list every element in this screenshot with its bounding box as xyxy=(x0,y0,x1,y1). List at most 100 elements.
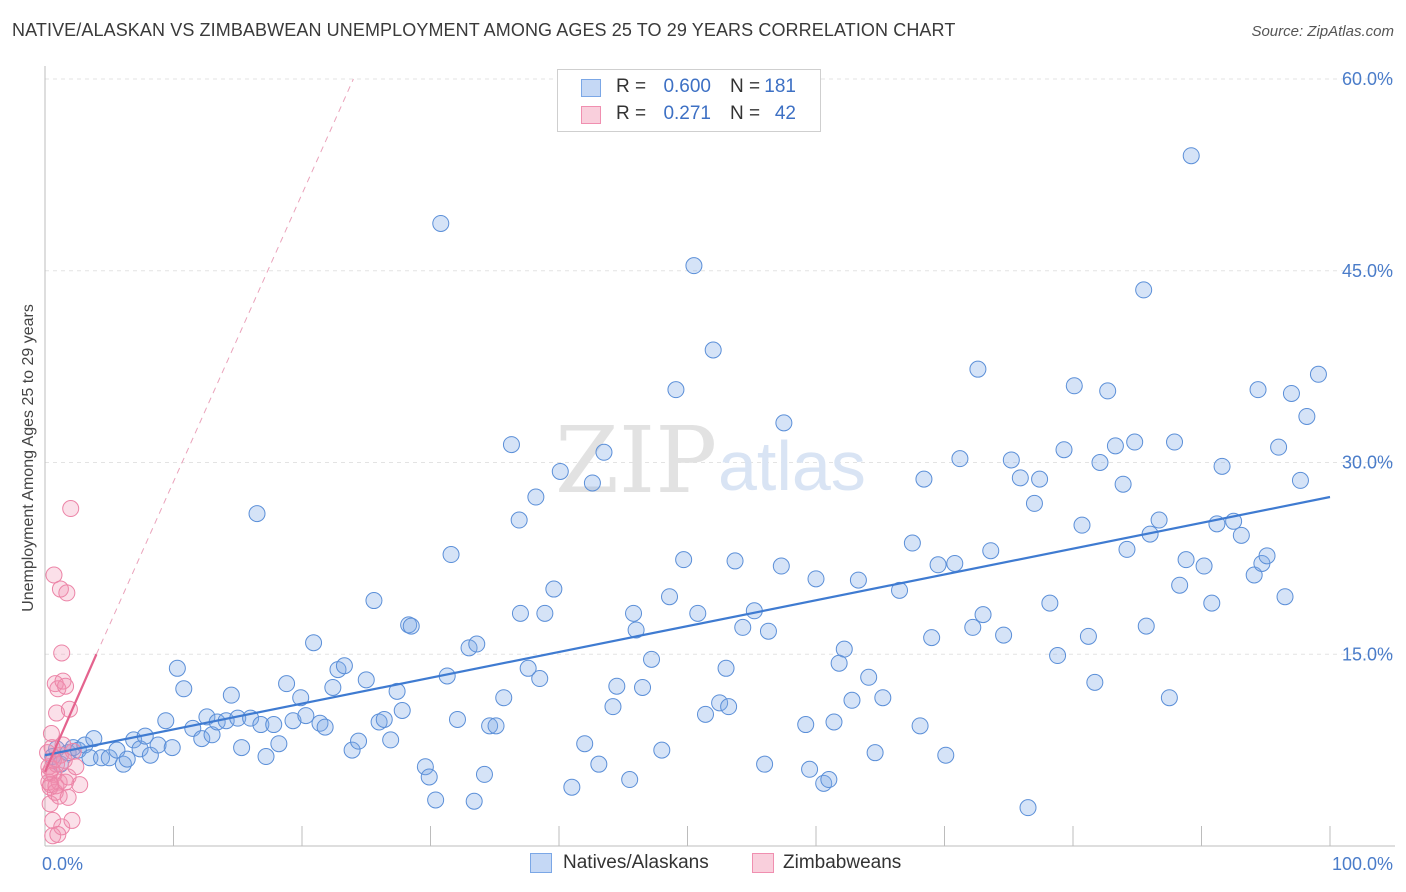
point-natives xyxy=(1011,469,1029,487)
point-zimbabweans xyxy=(71,776,89,794)
point-natives xyxy=(717,659,735,677)
point-natives xyxy=(772,557,790,575)
point-natives xyxy=(85,730,103,748)
point-natives xyxy=(726,552,744,570)
point-natives xyxy=(1099,382,1117,400)
point-natives xyxy=(460,639,478,657)
point-natives xyxy=(995,626,1013,644)
point-natives xyxy=(951,450,969,468)
point-natives xyxy=(519,659,537,677)
point-natives xyxy=(835,640,853,658)
point-natives xyxy=(734,618,752,636)
point-natives xyxy=(625,604,643,622)
legend-r-label: R = xyxy=(616,103,647,124)
point-natives xyxy=(284,712,302,730)
point-natives xyxy=(481,717,499,735)
y-tick-label: 60.0% xyxy=(1342,69,1393,89)
point-natives xyxy=(442,546,460,564)
point-natives xyxy=(801,760,819,778)
point-natives xyxy=(866,744,884,762)
point-natives xyxy=(1291,471,1309,489)
point-natives xyxy=(974,606,992,624)
legend-r-value-natives: 0.600 xyxy=(663,76,711,97)
point-natives xyxy=(982,542,1000,560)
point-natives xyxy=(252,716,270,734)
point-natives xyxy=(402,617,420,635)
legend-n-value-natives: 181 xyxy=(764,76,796,97)
point-natives xyxy=(168,659,186,677)
legend-n-label: N = xyxy=(730,103,761,124)
point-natives xyxy=(511,604,529,622)
point-natives xyxy=(502,436,520,454)
point-natives xyxy=(590,755,608,773)
point-zimbabweans xyxy=(57,677,75,695)
point-natives xyxy=(1182,147,1200,165)
point-natives xyxy=(233,739,251,757)
point-natives xyxy=(365,592,383,610)
axes xyxy=(44,66,1395,847)
point-natives xyxy=(427,791,445,809)
point-natives xyxy=(265,716,283,734)
point-zimbabweans xyxy=(57,773,75,791)
point-natives xyxy=(278,675,296,693)
point-natives xyxy=(257,748,275,766)
point-natives xyxy=(292,689,310,707)
point-natives xyxy=(203,726,221,744)
point-zimbabweans xyxy=(45,566,63,584)
point-natives xyxy=(937,746,955,764)
point-natives xyxy=(860,668,878,686)
point-natives xyxy=(1195,557,1213,575)
point-natives xyxy=(797,716,815,734)
point-natives xyxy=(1114,475,1132,493)
legend-n-value-zimbabweans: 42 xyxy=(774,103,796,124)
trend-line-zimbabweans-extended xyxy=(95,78,354,655)
point-natives xyxy=(222,686,240,704)
point-zimbabweans xyxy=(62,500,80,518)
point-natives xyxy=(689,604,707,622)
point-natives xyxy=(163,739,181,757)
point-zimbabweans xyxy=(53,644,71,662)
point-natives xyxy=(335,657,353,675)
point-natives xyxy=(510,511,528,529)
point-natives xyxy=(1213,457,1231,475)
point-natives xyxy=(1031,470,1049,488)
point-natives xyxy=(849,571,867,589)
point-natives xyxy=(720,698,738,716)
legend-label-zimbabweans: Zimbabweans xyxy=(783,852,902,873)
point-natives xyxy=(1150,511,1168,529)
watermark-atlas: atlas xyxy=(718,427,866,505)
x-tick-label: 0.0% xyxy=(42,854,83,874)
point-natives xyxy=(891,581,909,599)
point-natives xyxy=(1126,433,1144,451)
point-natives xyxy=(911,717,929,735)
point-natives xyxy=(1041,594,1059,612)
point-natives xyxy=(1118,540,1136,558)
point-natives xyxy=(475,765,493,783)
point-natives xyxy=(270,735,288,753)
point-natives xyxy=(685,257,703,275)
point-natives xyxy=(929,556,947,574)
legend-n-label: N = xyxy=(730,76,761,97)
point-natives xyxy=(297,707,315,725)
point-natives xyxy=(1171,576,1189,594)
point-natives xyxy=(1086,673,1104,691)
watermark: ZIP atlas xyxy=(555,407,866,514)
point-natives xyxy=(193,730,211,748)
point-natives xyxy=(1055,441,1073,459)
point-natives xyxy=(1166,433,1184,451)
legend-swatch-zimbabweans xyxy=(581,106,601,124)
point-natives xyxy=(388,682,406,700)
point-natives xyxy=(370,713,388,731)
point-natives xyxy=(946,554,964,572)
point-natives xyxy=(608,677,626,695)
y-axis-label: Unemployment Among Ages 25 to 29 years xyxy=(20,304,37,612)
point-natives xyxy=(643,650,661,668)
point-natives xyxy=(1002,451,1020,469)
point-natives xyxy=(1309,365,1327,383)
point-zimbabweans xyxy=(59,788,77,806)
point-natives xyxy=(595,443,613,461)
trend-line-zimbabweans xyxy=(43,653,98,773)
point-natives xyxy=(825,713,843,731)
point-natives xyxy=(903,534,921,552)
point-natives xyxy=(1203,594,1221,612)
